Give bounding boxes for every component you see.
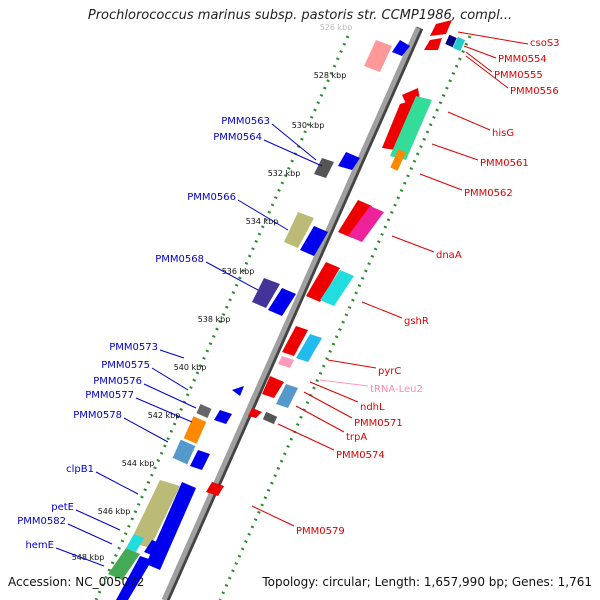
feature-pmm0571[interactable]: [276, 384, 298, 408]
gene-label-pyrC[interactable]: pyrC: [378, 366, 401, 377]
gene-label-tRNA-Leu2[interactable]: tRNA-Leu2: [370, 384, 423, 395]
feature-csoS3[interactable]: [430, 20, 452, 36]
tick-label: 528 kbp: [314, 71, 347, 80]
gene-label-pmm0579[interactable]: PMM0579: [296, 526, 345, 537]
gene-label-pmm0555[interactable]: PMM0555: [494, 70, 543, 81]
gene-label-hisG[interactable]: hisG: [492, 128, 514, 139]
tick-label: 532 kbp: [268, 169, 301, 178]
feature-pmm0563-b[interactable]: [392, 40, 410, 56]
tick-label: 542 kbp: [148, 411, 181, 420]
tick-label: 546 kbp: [98, 507, 131, 516]
gene-label-trpA[interactable]: trpA: [346, 432, 367, 443]
gene-label-pmm0561[interactable]: PMM0561: [480, 158, 529, 169]
gene-label-ndhL[interactable]: ndhL: [360, 402, 385, 413]
feature-gshR-b[interactable]: [320, 270, 354, 306]
feature-dnaA[interactable]: [338, 200, 372, 238]
gene-label-pmm0576[interactable]: PMM0576: [93, 376, 142, 387]
gene-label-pmm0556[interactable]: PMM0556: [510, 86, 559, 97]
feature-pmm0568[interactable]: [252, 278, 280, 308]
feature-pmm0566-b[interactable]: [300, 226, 328, 256]
feature-pmm0566[interactable]: [284, 212, 314, 248]
feature-pmm0568-b[interactable]: [268, 288, 296, 316]
feature-hemE[interactable]: [108, 548, 140, 580]
feature-pmm0576[interactable]: [214, 410, 232, 424]
feature-pmm0577[interactable]: [183, 416, 207, 444]
feature-tRNA-Leu2[interactable]: [278, 356, 294, 368]
feature-pmm0562[interactable]: [390, 149, 406, 171]
feature-pmm0573[interactable]: [232, 386, 244, 396]
gene-label-pmm0563[interactable]: PMM0563: [221, 116, 270, 127]
feature-pmm0578-b[interactable]: [190, 450, 210, 470]
feature-pmm0561-b[interactable]: [390, 96, 432, 160]
genome-summary: Topology: circular; Length: 1,657,990 bp…: [262, 575, 592, 589]
feature-dnaA-b[interactable]: [348, 206, 384, 242]
gene-label-pmm0562[interactable]: PMM0562: [464, 188, 513, 199]
gene-label-pmm0564[interactable]: PMM0564: [213, 132, 262, 143]
gene-label-pmm0571[interactable]: PMM0571: [354, 418, 403, 429]
feature-clpB1[interactable]: [130, 480, 180, 548]
gene-label-pmm0566[interactable]: PMM0566: [187, 192, 236, 203]
feature-pmm0561-a[interactable]: [382, 100, 414, 150]
gene-label-pmm0568[interactable]: PMM0568: [155, 254, 204, 265]
gene-label-pmm0573[interactable]: PMM0573: [109, 342, 158, 353]
tick-label: 540 kbp: [174, 363, 207, 372]
feature-pmm0579[interactable]: [206, 482, 224, 496]
gene-label-hemE[interactable]: hemE: [25, 540, 54, 551]
tick-labels: 526 kbp 528 kbp 530 kbp 532 kbp 534 kbp …: [72, 23, 353, 562]
feature-pmm0556[interactable]: [452, 36, 466, 52]
tick-label: 526 kbp: [320, 23, 353, 32]
gene-label-pmm0578[interactable]: PMM0578: [73, 410, 122, 421]
reverse-gene-labels: csoS3 PMM0554 PMM0555 PMM0556 hisG PMM05…: [251, 31, 560, 537]
feature-pmm0574[interactable]: [262, 411, 278, 425]
feature-ndhL[interactable]: [262, 376, 284, 398]
feature-pyrC-b[interactable]: [296, 334, 322, 362]
feature-gshR[interactable]: [306, 262, 340, 302]
gene-label-pmm0554[interactable]: PMM0554: [498, 54, 547, 65]
accession-label: Accession: NC_005072: [8, 575, 145, 589]
feature-pmm0575[interactable]: [196, 403, 212, 419]
reverse-features: [206, 20, 466, 496]
gene-label-pmm0577[interactable]: PMM0577: [85, 390, 134, 401]
tick-label: 544 kbp: [122, 459, 155, 468]
feature-pyrC[interactable]: [282, 326, 308, 356]
feature-pmm0555[interactable]: [445, 34, 457, 48]
forward-features: [108, 40, 410, 600]
feature-hemE-b[interactable]: [116, 556, 152, 600]
tick-label: 534 kbp: [246, 217, 279, 226]
tick-label: 536 kbp: [222, 267, 255, 276]
tick-label: 548 kbp: [72, 553, 105, 562]
gene-label-pmm0582[interactable]: PMM0582: [17, 516, 66, 527]
feature-pmm0582[interactable]: [144, 540, 162, 556]
feature-pmm0563[interactable]: [364, 40, 392, 72]
feature-petE[interactable]: [126, 534, 144, 552]
tick-label: 530 kbp: [292, 121, 325, 130]
gene-label-pmm0575[interactable]: PMM0575: [101, 360, 150, 371]
feature-trpA[interactable]: [248, 408, 262, 418]
gene-label-dnaA[interactable]: dnaA: [436, 250, 462, 261]
gene-label-csoS3[interactable]: csoS3: [530, 38, 560, 49]
gene-label-gshR[interactable]: gshR: [404, 316, 429, 327]
backbone: [161, 26, 421, 600]
feature-pmm0564[interactable]: [314, 158, 334, 178]
forward-gene-labels: PMM0563 PMM0564 PMM0566 PMM0568 PMM0573 …: [17, 116, 323, 567]
gene-label-pmm0574[interactable]: PMM0574: [336, 450, 385, 461]
feature-pmm0564-b[interactable]: [338, 152, 360, 170]
map-title: Prochlorococcus marinus subsp. pastoris …: [87, 8, 513, 23]
gene-label-petE[interactable]: petE: [51, 502, 74, 513]
tick-label: 538 kbp: [198, 315, 231, 324]
feature-pmm0578[interactable]: [172, 439, 196, 465]
gene-label-clpB1[interactable]: clpB1: [66, 464, 94, 475]
feature-pmm0554[interactable]: [424, 38, 442, 50]
